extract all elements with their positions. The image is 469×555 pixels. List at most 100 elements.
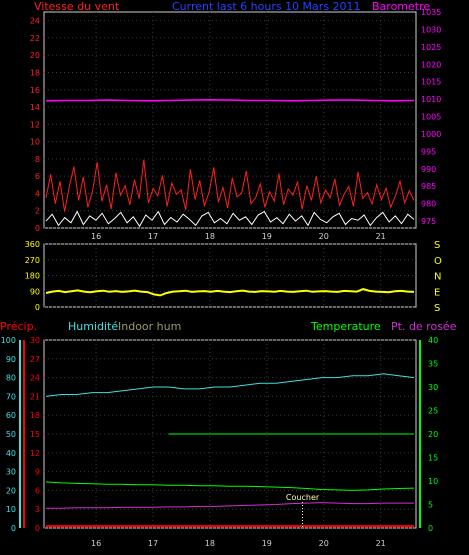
temperature-tick-label: 35 [428,360,438,369]
y-left-tick-label: 180 [25,272,40,281]
chart-period-title: Current last 6 hours 10 Mars 2011 [172,0,361,13]
wind-barometer-panel: 0246810121416182022249759809859909951000… [30,8,442,241]
humidity-tick-label: 10 [6,505,16,514]
y-left-tick-label: 2 [35,207,40,216]
y-right-tick-label: 980 [421,200,436,209]
humidity-tick-label: 70 [6,392,16,401]
y-left-tick-label: 4 [35,189,40,198]
series-gust [45,210,415,228]
precip-tick-label: 27 [30,355,40,364]
panel-frame [43,11,417,229]
x-tick-label: 19 [262,232,272,241]
y-right-tick-label: 1015 [421,78,441,87]
y-right-tick-label: 1005 [421,113,441,122]
humidity-temperature-panel: 0102030405060708090100036912151821242730… [1,336,438,548]
humidity-tick-label: 30 [6,468,16,477]
x-tick-label: 16 [91,539,101,548]
x-tick-label: 16 [91,232,101,241]
compass-label: S [434,303,440,314]
y-right-tick-label: 975 [421,217,436,226]
series-barometer [45,98,415,102]
y-right-tick-label: 1000 [421,130,441,139]
temperature-tick-label: 10 [428,477,438,486]
y-left-tick-label: 24 [30,17,40,26]
humidity-tick-label: 0 [11,524,16,533]
humidity-tick-label: 80 [6,374,16,383]
series-pt-de-ros-e [46,502,414,509]
y-left-tick-label: 6 [35,172,40,181]
precip-tick-label: 15 [30,430,40,439]
precip-tick-label: 18 [30,411,40,420]
legend-humidity: Humidité [68,320,118,333]
compass-label: N [434,272,441,283]
y-right-tick-label: 1025 [421,43,441,52]
y-right-tick-label: 1035 [421,8,441,17]
x-tick-label: 20 [319,232,329,241]
compass-label: O [434,256,442,267]
legend-indoor-hum: Indoor hum [118,320,181,333]
precip-tick-label: 21 [30,392,40,401]
humidity-tick-label: 40 [6,449,16,458]
precip-tick-label: 24 [30,374,40,383]
precip-tick-label: 6 [35,486,40,495]
y-left-tick-label: 10 [30,138,40,147]
temperature-tick-label: 5 [428,501,433,510]
x-tick-label: 18 [205,539,215,548]
precip-tick-label: 0 [35,524,40,533]
y-left-tick-label: 12 [30,120,40,129]
y-left-tick-label: 18 [30,68,40,77]
y-right-tick-label: 995 [421,147,436,156]
temperature-tick-label: 40 [428,336,438,345]
precip-tick-label: 12 [30,449,40,458]
y-right-tick-label: 1030 [421,25,441,34]
x-tick-label: 19 [262,539,272,548]
y-left-tick-label: 22 [30,34,40,43]
x-tick-label: 17 [148,232,158,241]
temperature-tick-label: 0 [428,524,433,533]
x-tick-label: 20 [319,539,329,548]
barometer-label: Barometre [372,0,430,13]
y-left-tick-label: 20 [30,51,40,60]
temperature-tick-label: 25 [428,407,438,416]
y-right-tick-label: 985 [421,182,436,191]
legend-dewpoint: Pt. de rosée [391,320,457,333]
y-right-tick-label: 990 [421,165,436,174]
legend-temperature: Temperature [310,320,381,333]
x-tick-label: 18 [205,232,215,241]
humidity-tick-label: 60 [6,411,16,420]
precip-tick-label: 9 [35,468,40,477]
x-tick-label: 17 [148,539,158,548]
series-temperature [45,481,415,491]
humidity-tick-label: 100 [1,336,16,345]
y-left-tick-label: 16 [30,86,40,95]
y-right-tick-label: 1020 [421,60,441,69]
humidity-tick-label: 50 [6,430,16,439]
temperature-tick-label: 30 [428,383,438,392]
wind-speed-label: Vitesse du vent [34,0,120,13]
humidity-tick-label: 20 [6,486,16,495]
y-right-tick-label: 1010 [421,95,441,104]
compass-label: S [434,240,440,251]
legend-precip: Précip. [0,320,37,333]
y-left-tick-label: 0 [35,303,40,312]
temperature-tick-label: 20 [428,430,438,439]
x-tick-label: 21 [376,539,386,548]
precip-tick-label: 30 [30,336,40,345]
x-tick-label: 21 [376,232,386,241]
humidity-tick-label: 90 [6,355,16,364]
y-left-tick-label: 14 [30,103,40,112]
precip-tick-label: 3 [35,505,40,514]
y-left-tick-label: 90 [30,287,40,296]
series-humidit- [45,373,415,397]
y-left-tick-label: 360 [25,240,40,249]
temperature-tick-label: 15 [428,454,438,463]
sunset-label: Coucher [286,493,320,502]
y-left-tick-label: 270 [25,256,40,265]
y-left-tick-label: 0 [35,224,40,233]
series-wind-speed [45,159,415,212]
series-direction [45,288,415,297]
y-left-tick-label: 8 [35,155,40,164]
